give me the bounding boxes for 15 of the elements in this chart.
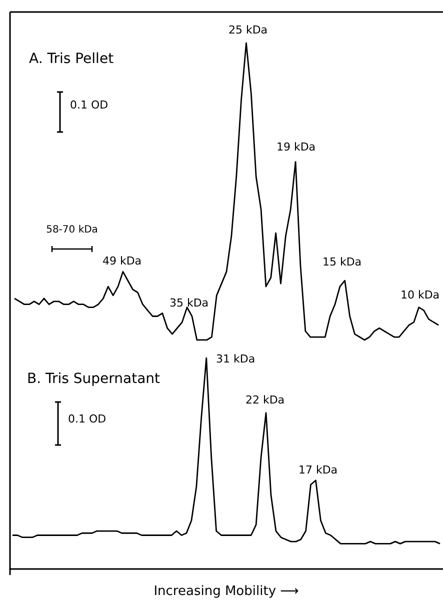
annotation: 49 kDa [102,254,142,268]
annotation: 31 kDa [216,352,256,366]
annotation: 19 kDa [276,140,316,154]
annotation: 15 kDa [322,256,362,268]
annotation: 10 kDa [400,288,440,302]
annotation: 35 kDa [169,296,209,310]
text: 25 kDa [228,24,268,36]
x-axis-title: Increasing Mobility ⟶ [154,584,299,599]
annotation: 0.1 OD [68,412,106,426]
annotation: 0.1 OD [70,98,108,112]
annotation: 22 kDa [245,394,285,406]
annotation: 58-70 kDa [46,224,98,236]
text: A. Tris Pellet [29,51,114,67]
annotation: 17 kDa [298,464,338,476]
text: B. Tris Supernatant [27,371,161,387]
